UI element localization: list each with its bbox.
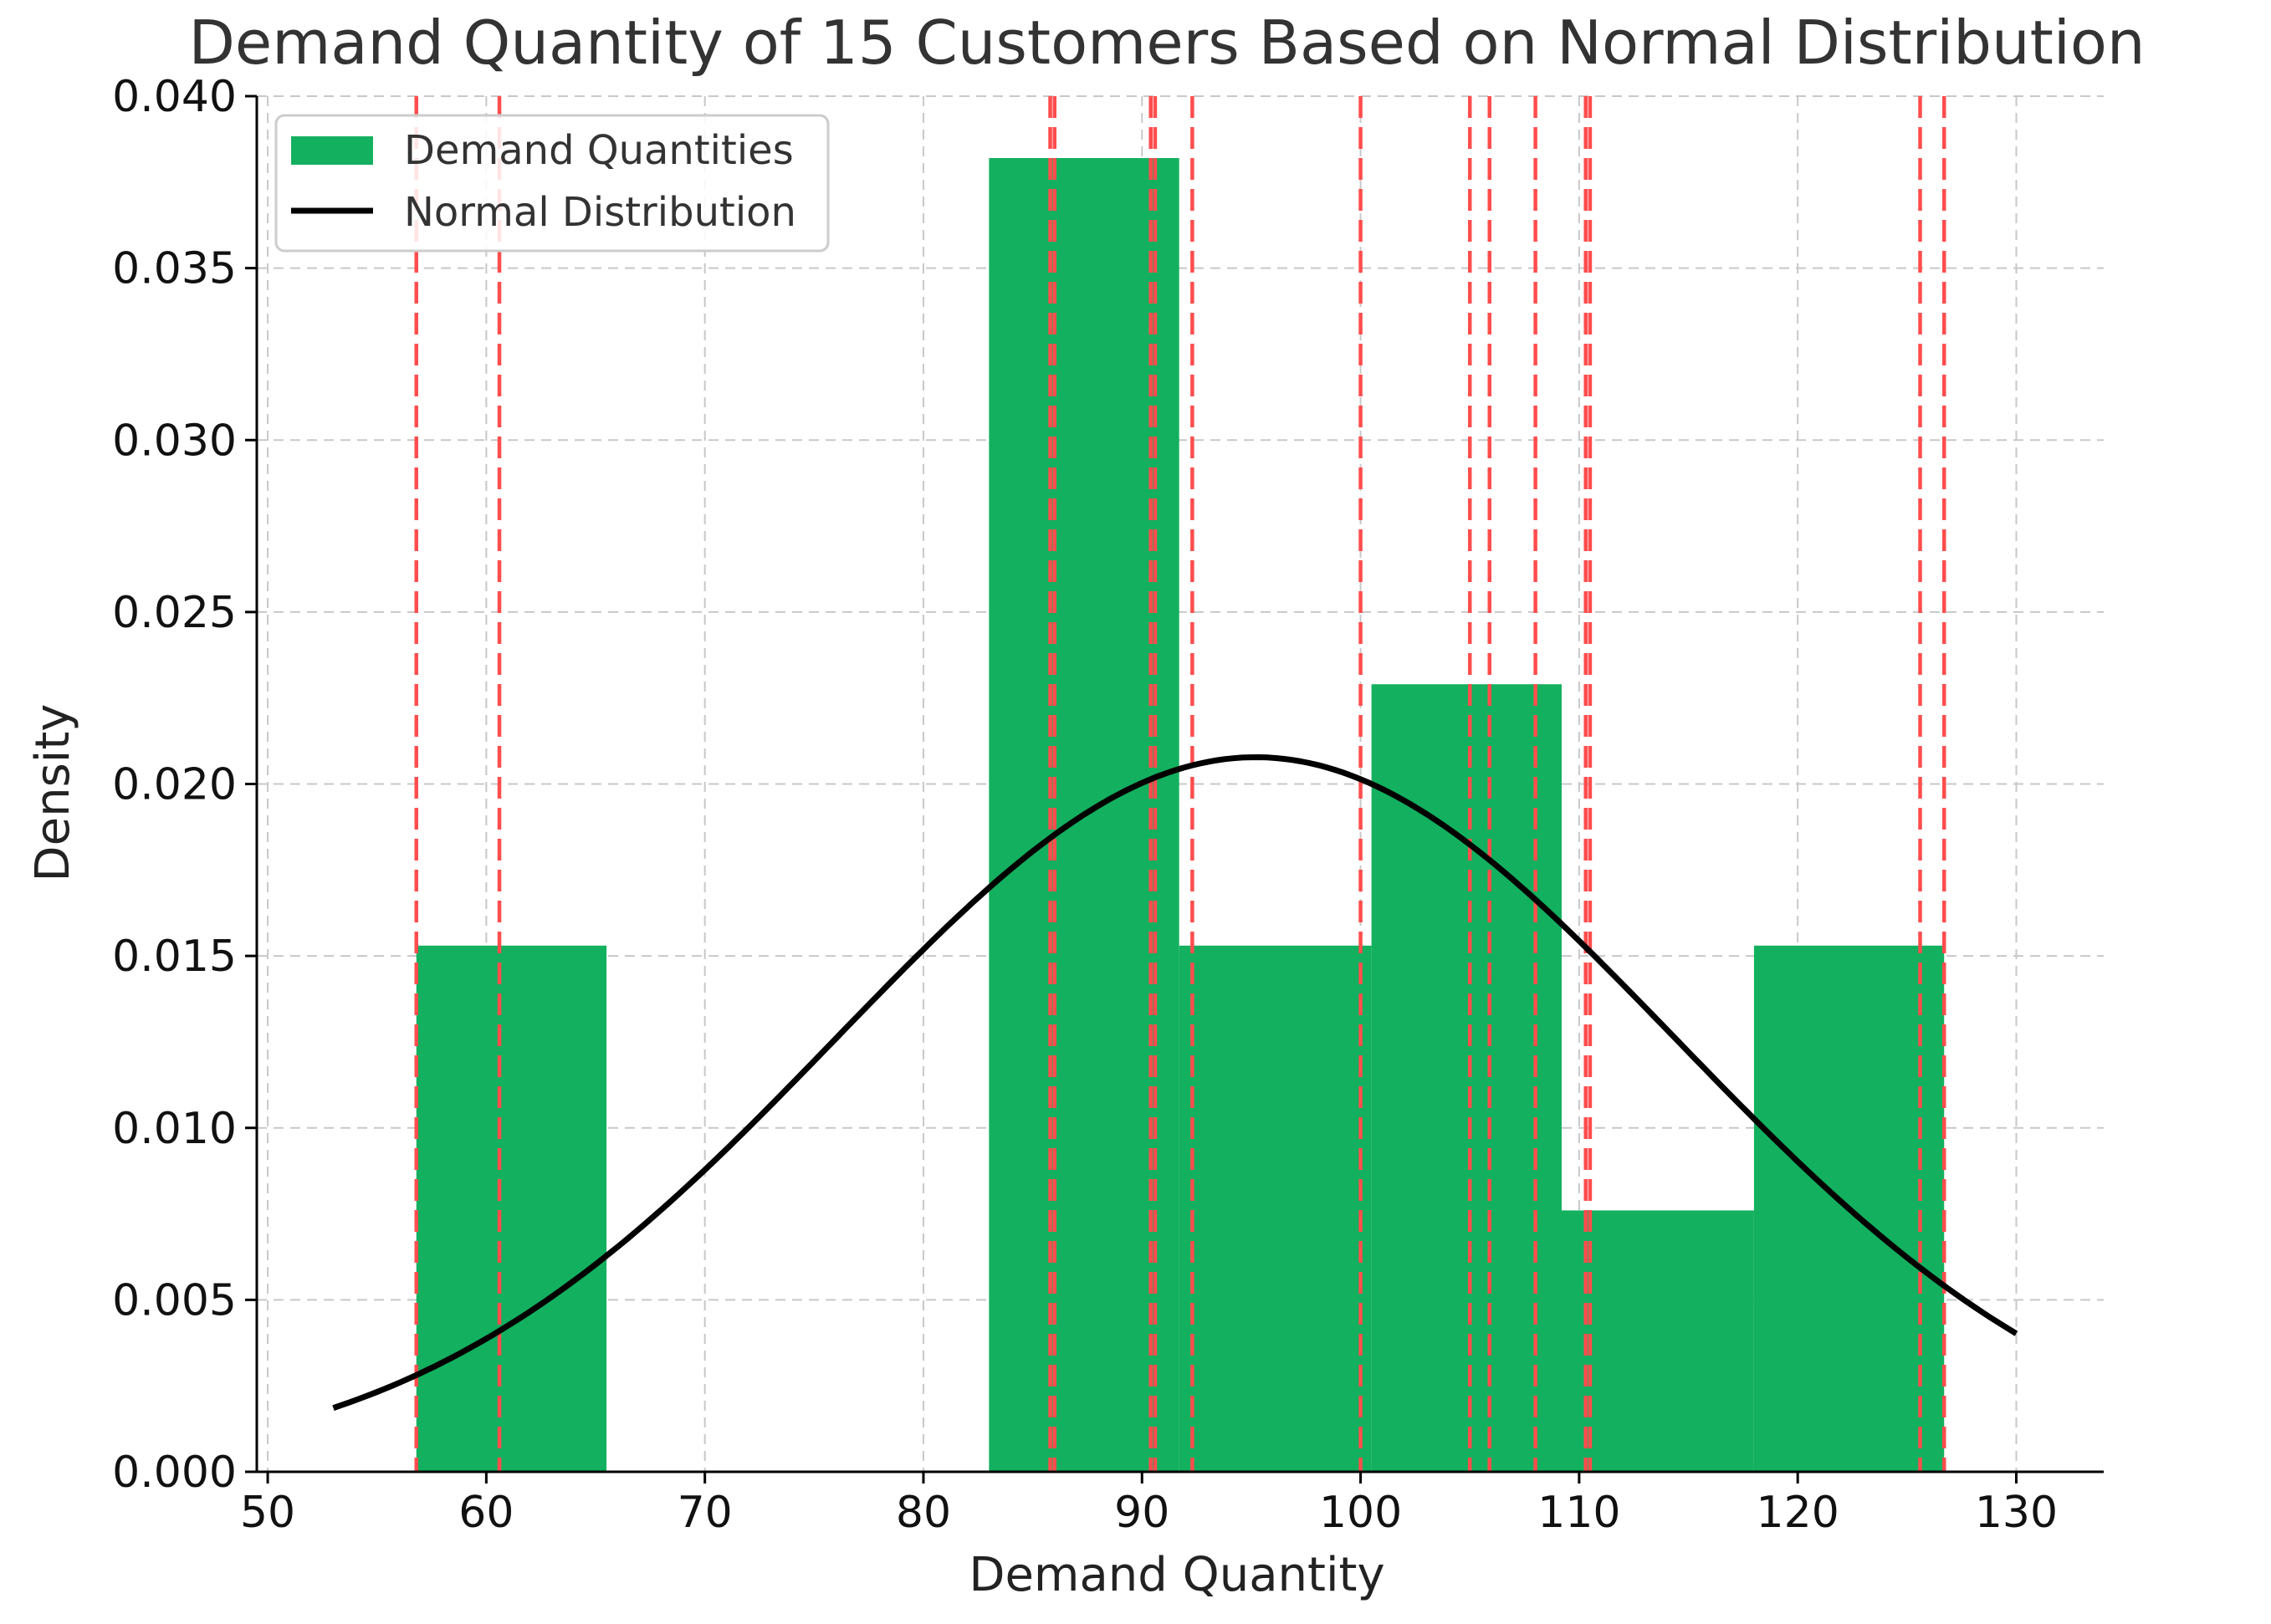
x-tick-label-90: 90: [1114, 1488, 1169, 1538]
histogram-bar-1: [416, 945, 607, 1472]
histogram-bar-7: [1561, 1210, 1754, 1472]
x-axis-label: Demand Quantity: [969, 1548, 1384, 1602]
y-axis-label: Density: [26, 704, 80, 882]
y-tick-label-5: 0.025: [112, 588, 237, 638]
x-tick-label-70: 70: [678, 1488, 733, 1538]
x-tick-label-130: 130: [1975, 1488, 2058, 1538]
legend: Demand Quantities Normal Distribution: [274, 114, 830, 253]
x-tick-label-80: 80: [896, 1488, 951, 1538]
legend-label-normal: Normal Distribution: [404, 189, 796, 236]
y-tick-label-2: 0.010: [112, 1104, 237, 1154]
normal-distribution-curve: [332, 754, 2018, 1412]
y-tick-label-6: 0.030: [112, 416, 237, 466]
chart-title: Demand Quantity of 15 Customers Based on…: [188, 8, 2145, 78]
legend-frame: [274, 114, 830, 253]
y-tick-label-7: 0.035: [112, 244, 237, 294]
x-tick-label-100: 100: [1319, 1488, 1402, 1538]
y-tick-label-3: 0.015: [112, 932, 237, 982]
y-tick-label-1: 0.005: [112, 1275, 237, 1325]
histogram-bar-6: [1371, 684, 1562, 1472]
x-tick-label-120: 120: [1757, 1488, 1839, 1538]
x-tick-label-60: 60: [458, 1488, 514, 1538]
histogram-bar-5: [1179, 945, 1372, 1472]
y-tick-label-8: 0.040: [112, 72, 237, 122]
x-tick-label-110: 110: [1537, 1488, 1620, 1538]
y-tick-label-0: 0.000: [112, 1448, 237, 1498]
x-tick-label-50: 50: [240, 1488, 295, 1538]
legend-label-histogram: Demand Quantities: [404, 127, 794, 174]
y-tick-label-4: 0.020: [112, 760, 237, 810]
legend-swatch-histogram: [291, 136, 373, 165]
